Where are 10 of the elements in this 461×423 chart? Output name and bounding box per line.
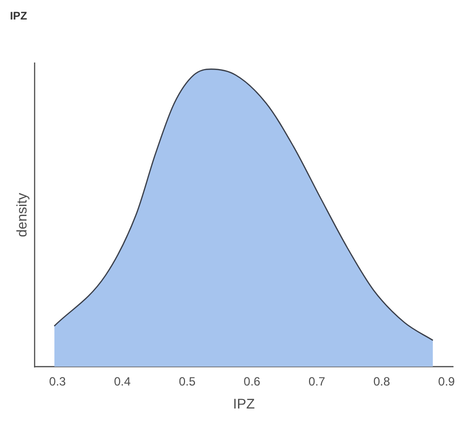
x-tick-label: 0.8 <box>373 374 390 388</box>
x-axis-title: IPZ <box>233 395 256 412</box>
chart-title: IPZ <box>10 10 28 23</box>
x-tick-label: 0.6 <box>244 374 261 388</box>
x-tick-label: 0.4 <box>114 374 131 388</box>
y-axis-title: density <box>13 192 30 238</box>
x-tick-label: 0.9 <box>438 374 456 388</box>
x-tick-label: 0.3 <box>49 374 66 388</box>
x-tick-label: 0.7 <box>308 374 326 388</box>
x-tick-label: 0.5 <box>178 374 196 388</box>
